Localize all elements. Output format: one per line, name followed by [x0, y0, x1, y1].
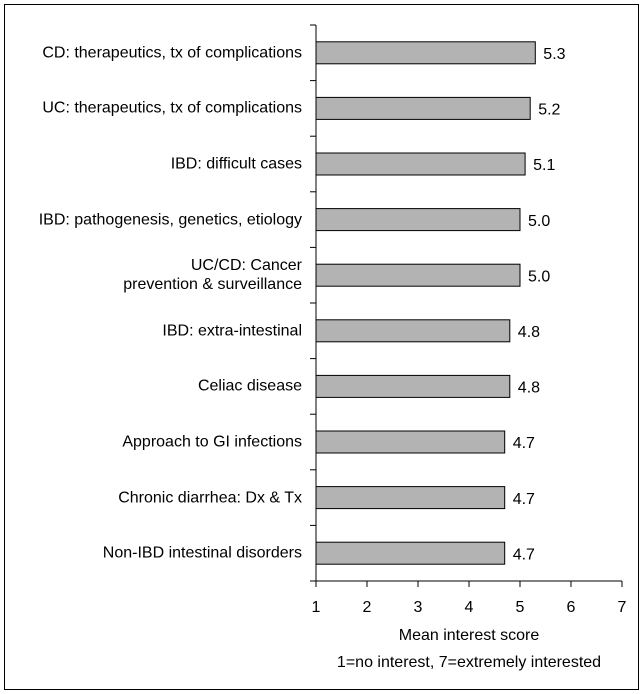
category-label: Chronic diarrhea: Dx & Tx	[118, 489, 302, 507]
x-axis-title: Mean interest score	[399, 627, 540, 644]
x-tick-label: 1	[312, 599, 321, 616]
bar	[315, 208, 521, 232]
x-tick-label: 2	[363, 599, 372, 616]
x-tick-label: 3	[414, 599, 423, 616]
category-label: IBD: difficult cases	[170, 155, 302, 173]
value-label: 5.2	[538, 102, 560, 119]
bar	[315, 430, 506, 454]
bar	[315, 319, 511, 343]
value-label: 5.0	[528, 268, 550, 285]
bar	[315, 96, 531, 120]
value-label: 4.8	[518, 324, 540, 341]
x-tick-label: 5	[516, 599, 525, 616]
value-label: 4.7	[513, 546, 535, 563]
category-label: UC/CD: Cancer prevention & surveillance	[123, 257, 302, 294]
category-label: IBD: extra-intestinal	[162, 322, 302, 340]
value-label: 4.8	[518, 380, 540, 397]
x-tick-label: 7	[618, 599, 627, 616]
value-label: 4.7	[513, 435, 535, 452]
bar	[315, 263, 521, 287]
value-label: 5.3	[543, 46, 565, 63]
x-tick-label: 6	[567, 599, 576, 616]
bar	[315, 152, 526, 176]
bar	[315, 486, 506, 510]
value-label: 5.0	[528, 213, 550, 230]
frame	[4, 4, 639, 690]
bar	[315, 41, 536, 65]
x-tick-label: 4	[465, 599, 474, 616]
bar	[315, 541, 506, 565]
value-label: 5.1	[533, 157, 555, 174]
category-label: Approach to GI infections	[122, 433, 302, 451]
value-label: 4.7	[513, 491, 535, 508]
category-label: IBD: pathogenesis, genetics, etiology	[38, 211, 302, 229]
category-label: CD: therapeutics, tx of complications	[42, 44, 302, 62]
bar	[315, 374, 511, 398]
category-label: Non-IBD intestinal disorders	[102, 544, 302, 562]
x-axis-note: 1=no interest, 7=extremely interested	[337, 654, 601, 671]
category-label: UC: therapeutics, tx of complications	[42, 99, 302, 117]
category-label: Celiac disease	[197, 377, 302, 395]
